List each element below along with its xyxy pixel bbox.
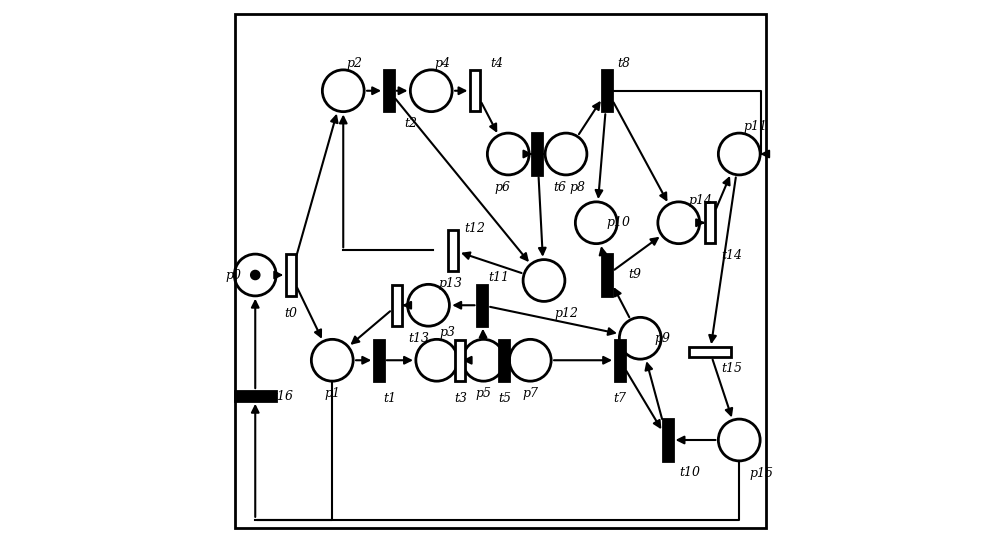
Text: p4: p4 bbox=[434, 57, 450, 70]
Text: p0: p0 bbox=[225, 268, 241, 282]
Text: p9: p9 bbox=[654, 332, 670, 345]
Text: t13: t13 bbox=[409, 332, 430, 345]
Text: t16: t16 bbox=[272, 389, 293, 403]
Text: t3: t3 bbox=[454, 392, 467, 405]
Bar bbox=[286, 254, 296, 296]
Bar bbox=[663, 419, 673, 461]
Text: p3: p3 bbox=[440, 326, 456, 339]
Bar bbox=[235, 391, 276, 401]
Text: p1: p1 bbox=[324, 387, 340, 400]
Text: p12: p12 bbox=[554, 307, 578, 320]
Bar bbox=[374, 339, 384, 381]
Text: t2: t2 bbox=[404, 117, 417, 130]
Text: t0: t0 bbox=[285, 307, 298, 320]
Text: p14: p14 bbox=[689, 194, 713, 207]
Text: t4: t4 bbox=[491, 57, 504, 70]
Text: t5: t5 bbox=[498, 392, 511, 405]
Text: p5: p5 bbox=[476, 387, 492, 400]
Bar bbox=[499, 339, 509, 381]
Text: p10: p10 bbox=[606, 216, 630, 229]
Text: p6: p6 bbox=[495, 180, 511, 194]
Text: p13: p13 bbox=[438, 277, 462, 290]
Bar bbox=[602, 70, 612, 111]
Text: t7: t7 bbox=[613, 392, 626, 405]
Text: t15: t15 bbox=[722, 362, 743, 375]
Text: t6: t6 bbox=[553, 180, 566, 194]
Bar bbox=[602, 254, 612, 296]
Text: p15: p15 bbox=[749, 466, 773, 480]
Text: t14: t14 bbox=[722, 249, 743, 262]
Text: p8: p8 bbox=[569, 180, 585, 194]
Bar bbox=[470, 70, 480, 111]
Bar bbox=[615, 339, 625, 381]
Bar bbox=[689, 347, 731, 357]
Text: p7: p7 bbox=[522, 387, 538, 400]
Bar bbox=[448, 229, 458, 271]
Bar bbox=[384, 70, 394, 111]
Text: p11: p11 bbox=[744, 120, 768, 133]
Bar bbox=[392, 284, 402, 326]
Text: t8: t8 bbox=[617, 57, 630, 70]
Bar bbox=[455, 339, 465, 381]
Bar bbox=[477, 284, 487, 326]
Text: t11: t11 bbox=[488, 271, 509, 284]
Text: t10: t10 bbox=[679, 466, 700, 480]
Circle shape bbox=[251, 271, 260, 279]
Text: t1: t1 bbox=[384, 392, 396, 405]
Text: t9: t9 bbox=[628, 268, 641, 282]
Bar bbox=[705, 202, 715, 243]
Text: t12: t12 bbox=[465, 222, 486, 235]
Bar bbox=[532, 134, 542, 175]
Text: p2: p2 bbox=[346, 57, 362, 70]
